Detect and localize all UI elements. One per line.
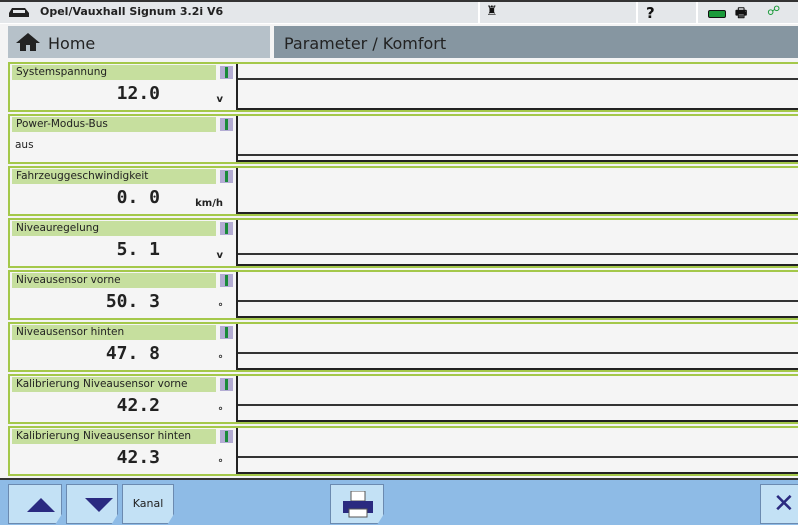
- battery-icon: [708, 10, 726, 18]
- print-button[interactable]: [330, 484, 384, 524]
- home-label: Home: [48, 34, 96, 53]
- info-icon[interactable]: [220, 430, 233, 443]
- parameter-value: 47. 8: [105, 343, 160, 364]
- graph-trace: [238, 352, 798, 354]
- graph-trace: [238, 456, 798, 458]
- parameter-label: Systemspannung: [12, 65, 216, 80]
- parameter-unit: v: [216, 94, 223, 105]
- parameter-unit: km/h: [195, 198, 223, 209]
- parameter-unit: v: [216, 250, 223, 261]
- parameter-row[interactable]: Kalibrierung Niveausensor hinten 42.3 °: [8, 426, 798, 476]
- down-arrow-icon: [85, 498, 113, 512]
- parameter-value: 42.2: [116, 395, 160, 416]
- parameter-value: 50. 3: [105, 291, 160, 312]
- car-icon: [9, 8, 29, 17]
- parameter-label: Power-Modus-Bus: [12, 117, 216, 132]
- parameter-row[interactable]: Systemspannung 12.0 v: [8, 62, 798, 112]
- footer-toolbar: Kanal ✕: [0, 478, 798, 525]
- parameter-graph: [236, 64, 798, 110]
- parameter-value: aus: [15, 139, 34, 151]
- parameter-label: Kalibrierung Niveausensor hinten: [12, 429, 216, 444]
- help-icon[interactable]: ?: [646, 4, 655, 22]
- parameter-value: 0. 0: [116, 187, 160, 208]
- parameter-label: Kalibrierung Niveausensor vorne: [12, 377, 216, 392]
- graph-trace: [238, 78, 798, 80]
- graph-trace: [238, 300, 798, 302]
- parameter-graph: [236, 272, 798, 318]
- parameter-graph: [236, 376, 798, 422]
- parameter-label: Niveausensor hinten: [12, 325, 216, 340]
- info-icon[interactable]: [220, 66, 233, 79]
- connection-icon: ☍: [767, 4, 781, 19]
- parameter-row[interactable]: Niveausensor vorne 50. 3 °: [8, 270, 798, 320]
- parameter-row[interactable]: Kalibrierung Niveausensor vorne 42.2 °: [8, 374, 798, 424]
- parameter-row[interactable]: Niveauregelung 5. 1 v: [8, 218, 798, 268]
- parameter-row[interactable]: Niveausensor hinten 47. 8 °: [8, 322, 798, 372]
- kanal-label: Kanal: [132, 497, 164, 510]
- parameter-unit: °: [218, 354, 223, 365]
- parameter-value: 12.0: [116, 83, 160, 104]
- parameter-graph: [236, 220, 798, 266]
- parameter-value: 5. 1: [116, 239, 160, 260]
- title-bar: Opel/Vauxhall Signum 3.2i V6 ♜ ? 🖶 ☍: [0, 0, 798, 24]
- info-icon[interactable]: [220, 222, 233, 235]
- info-icon[interactable]: [220, 378, 233, 391]
- graph-trace: [238, 404, 798, 406]
- home-button[interactable]: Home: [8, 26, 270, 58]
- up-arrow-icon: [27, 498, 55, 512]
- parameter-row[interactable]: Fahrzeuggeschwindigkeit 0. 0 km/h: [8, 166, 798, 216]
- parameter-label: Niveausensor vorne: [12, 273, 216, 288]
- info-icon[interactable]: [220, 170, 233, 183]
- parameter-graph: [236, 116, 798, 162]
- parameter-value: 42.3: [116, 447, 160, 468]
- person-icon[interactable]: ♜: [486, 4, 498, 19]
- info-icon[interactable]: [220, 118, 233, 131]
- vehicle-title: Opel/Vauxhall Signum 3.2i V6: [40, 5, 224, 18]
- graph-trace: [238, 253, 798, 255]
- parameter-label: Niveauregelung: [12, 221, 216, 236]
- printer-icon[interactable]: 🖶: [735, 6, 748, 21]
- parameter-unit: °: [218, 302, 223, 313]
- scroll-down-button[interactable]: [66, 484, 118, 524]
- parameter-label: Fahrzeuggeschwindigkeit: [12, 169, 216, 184]
- printer-icon: [343, 491, 373, 518]
- close-icon: ✕: [773, 489, 795, 519]
- graph-trace: [238, 154, 798, 156]
- parameter-unit: °: [218, 406, 223, 417]
- info-icon[interactable]: [220, 274, 233, 287]
- page-title: Parameter / Komfort: [284, 34, 447, 53]
- breadcrumb: Parameter / Komfort: [274, 26, 798, 58]
- parameter-unit: °: [218, 458, 223, 469]
- parameter-graph: [236, 324, 798, 370]
- kanal-button[interactable]: Kanal: [122, 484, 174, 524]
- home-icon: [16, 33, 40, 51]
- parameter-row[interactable]: Power-Modus-Bus aus: [8, 114, 798, 164]
- scroll-up-button[interactable]: [8, 484, 62, 524]
- close-button[interactable]: ✕: [760, 484, 798, 524]
- info-icon[interactable]: [220, 326, 233, 339]
- parameter-graph: [236, 168, 798, 214]
- parameter-graph: [236, 428, 798, 474]
